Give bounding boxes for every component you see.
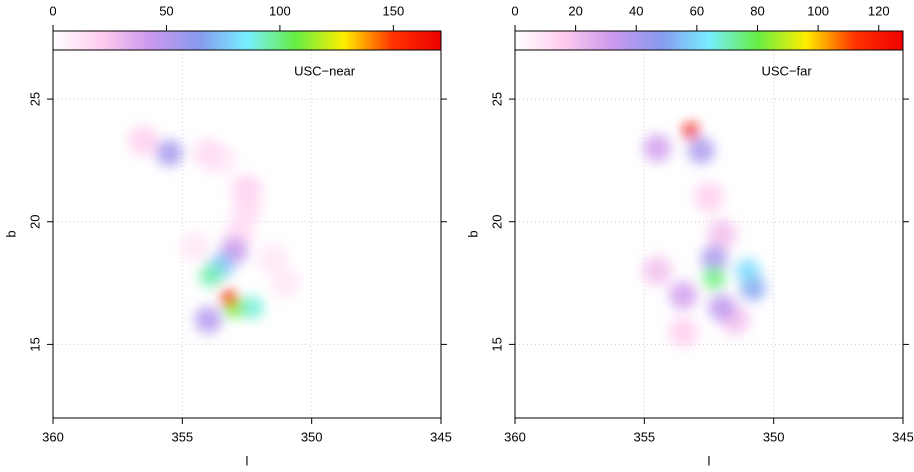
y-tick-label: 25	[27, 92, 42, 106]
density-source	[220, 289, 238, 307]
x-tick-label: 355	[171, 429, 193, 444]
density-source	[708, 293, 736, 322]
x-tick-label: 360	[504, 429, 526, 444]
colorbar-tick-label: 80	[750, 3, 764, 18]
density-source	[642, 256, 673, 286]
density-source	[693, 182, 725, 213]
plot-frame	[514, 49, 904, 419]
colorbar-tick-label: 40	[629, 3, 643, 18]
x-tick-label: 345	[892, 429, 914, 444]
density-source	[707, 219, 737, 249]
colorbar-tick-label: 100	[269, 3, 291, 18]
colorbar-tick-label: 100	[807, 3, 829, 18]
density-source	[687, 137, 715, 165]
y-tick-label: 15	[27, 337, 42, 351]
colorbar-tick-label: 150	[382, 3, 404, 18]
colorbar-tick-label: 60	[690, 3, 704, 18]
density-source	[179, 230, 211, 262]
density-source	[682, 122, 700, 140]
colorbar-tick-label: 20	[568, 3, 582, 18]
density-source	[643, 134, 672, 163]
density-source	[231, 194, 263, 225]
colorbar-tick-label: 50	[159, 3, 173, 18]
x-tick-label: 355	[633, 429, 655, 444]
y-axis-label: b	[3, 230, 18, 237]
x-tick-label: 360	[42, 429, 64, 444]
panel-label: USC−far	[761, 63, 812, 78]
density-source	[270, 267, 302, 299]
colorbar-tick-label: 0	[49, 3, 56, 18]
plot-frame	[52, 49, 442, 419]
colorbar-tick-label: 0	[511, 3, 518, 18]
colorbar-tick-label: 120	[868, 3, 890, 18]
density-source	[700, 245, 728, 273]
density-source	[194, 306, 222, 334]
x-tick-label: 350	[301, 429, 323, 444]
density-source	[192, 137, 224, 169]
x-axis-label: l	[708, 453, 711, 468]
density-blobs	[642, 122, 766, 348]
density-source	[669, 281, 698, 310]
density-source	[240, 295, 264, 320]
x-axis-label: l	[246, 453, 249, 468]
y-axis-label: b	[465, 230, 480, 237]
y-tick-label: 15	[489, 337, 504, 351]
density-source	[155, 139, 183, 167]
y-tick-label: 20	[489, 214, 504, 228]
density-map	[128, 125, 302, 334]
colorbar	[514, 30, 904, 51]
y-tick-label: 20	[27, 214, 42, 228]
density-map	[642, 122, 766, 348]
density-source	[735, 258, 761, 284]
colorbar	[52, 30, 442, 51]
density-source	[702, 266, 726, 290]
density-source	[257, 243, 289, 275]
x-tick-label: 350	[763, 429, 785, 444]
density-source	[128, 125, 159, 156]
density-source	[668, 317, 699, 348]
y-tick-label: 25	[489, 92, 504, 106]
density-source	[199, 264, 223, 288]
x-tick-label: 345	[430, 429, 452, 444]
panel-label: USC−near	[294, 63, 356, 78]
density-blobs	[128, 125, 302, 334]
